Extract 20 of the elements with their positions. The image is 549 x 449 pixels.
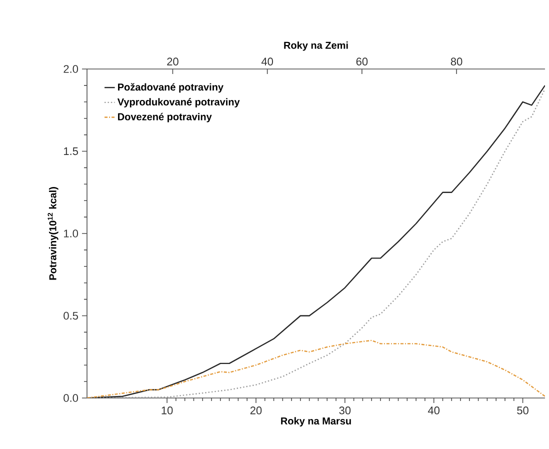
y-tick-label: 0.0 <box>64 394 78 402</box>
y-tick-label: 1.5 <box>64 147 78 156</box>
legend-label: Požadované potraviny <box>118 83 224 93</box>
x-tick-label: 20 <box>250 406 262 414</box>
x2-tick-label: 80 <box>450 58 462 66</box>
x-axis-title: Roky na Marsu <box>281 417 351 426</box>
x-tick-label: 50 <box>517 406 528 414</box>
y-tick-label: 2.0 <box>64 65 78 73</box>
legend-label: Vyprodukované potraviny <box>117 98 240 108</box>
x-tick-label: 30 <box>339 406 351 414</box>
y-tick-label: 1.0 <box>64 230 78 238</box>
y-tick-label: 0.5 <box>64 312 78 320</box>
x2-tick-label: 20 <box>167 58 178 66</box>
x-tick-label: 10 <box>162 406 173 414</box>
x2-tick-label: 60 <box>356 58 368 66</box>
y-axis-title: Potraviny(10$^{12}$ kcal) <box>48 187 58 280</box>
legend-label: Dovezené potraviny <box>118 112 212 122</box>
x-tick-label: 40 <box>428 406 440 414</box>
x2-tick-label: 40 <box>261 58 273 66</box>
x2-axis-title: Roky na Zemi <box>284 41 348 51</box>
